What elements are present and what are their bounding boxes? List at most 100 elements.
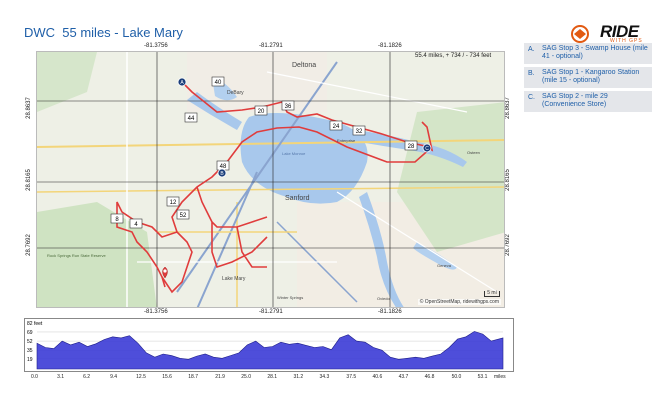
svg-text:C: C: [425, 146, 429, 152]
svg-text:20: 20: [258, 109, 265, 115]
lon-label-bottom-3: -81.1826: [378, 309, 402, 315]
elev-x-tick-label: 28.1: [267, 374, 278, 380]
svg-text:8: 8: [115, 217, 119, 223]
place-label-enterprise: Enterprise: [337, 138, 356, 143]
legend-item-a[interactable]: A. SAG Stop 3 - Swamp House (mile 41 - o…: [524, 43, 652, 64]
elev-y-tick-label: 52: [27, 339, 33, 345]
svg-text:B: B: [220, 171, 224, 177]
marker-b[interactable]: B: [217, 168, 227, 178]
route-line: [116, 81, 434, 294]
elev-x-tick-label: 50.0: [451, 374, 462, 380]
marker-c[interactable]: C: [422, 143, 432, 153]
elev-x-tick-label: 46.8: [424, 374, 435, 380]
legend-text: SAG Stop 3 - Swamp House (mile 41 - opti…: [542, 45, 648, 61]
lon-label-top-1: -81.3756: [144, 43, 168, 49]
scale-bar: 5 mi: [484, 291, 500, 297]
start-pin-icon[interactable]: [162, 266, 168, 279]
logo-text: RIDE: [600, 22, 639, 41]
map-attribution[interactable]: © OpenStreetMap, ridewithgps.com: [417, 299, 501, 305]
svg-text:28: 28: [408, 144, 415, 150]
shield-32: 32: [352, 125, 366, 136]
elev-x-tick-label: 6.2: [83, 374, 91, 380]
elev-x-tick-label: 21.9: [215, 374, 225, 380]
shield-20: 20: [254, 105, 268, 116]
svg-text:40: 40: [215, 80, 222, 86]
elev-x-tick-label: 53.1: [477, 374, 488, 380]
legend-letter: A.: [528, 46, 535, 53]
place-label-winter-springs: Winter Springs: [277, 295, 303, 300]
svg-text:48: 48: [220, 164, 227, 170]
svg-text:24: 24: [333, 124, 340, 130]
svg-text:A: A: [180, 80, 184, 86]
logo-subtext: WITH GPS: [610, 38, 643, 44]
elev-y-tick-label: 69: [27, 330, 33, 336]
svg-text:44: 44: [188, 116, 195, 122]
lat-label-right-1: 28.8637: [504, 97, 511, 119]
elev-x-tick-label: 43.7: [398, 374, 409, 380]
legend-text: SAG Stop 1 - Kangaroo Station (mile 15 -…: [542, 69, 640, 85]
lon-label-bottom-2: -81.2791: [259, 309, 283, 315]
ride-logo-icon: [571, 25, 589, 43]
elev-y-tick-label: 35: [27, 348, 33, 354]
place-label-rock-springs: Rock Springs Run State Reserve: [47, 253, 106, 258]
shield-44: 44: [184, 112, 198, 123]
elev-x-tick-label: 34.3: [319, 374, 330, 380]
legend-letter: B.: [528, 70, 535, 77]
place-label-oviedo: Oviedo: [377, 296, 390, 301]
sag-stop-legend: A. SAG Stop 3 - Swamp House (mile 41 - o…: [524, 43, 652, 115]
lon-label-bottom-1: -81.3756: [144, 309, 168, 315]
elev-x-tick-label: 12.5: [136, 374, 146, 380]
elev-y-tick-label: 19: [27, 357, 33, 363]
elevation-chart: 19 35 52 69 82 feet: [27, 321, 504, 370]
lon-label-top-2: -81.2791: [259, 43, 283, 49]
elev-x-tick-label: 9.4: [110, 374, 118, 380]
elev-x-tick-label: 15.6: [162, 374, 172, 380]
svg-text:32: 32: [356, 129, 363, 135]
lon-label-top-3: -81.1826: [378, 43, 402, 49]
lat-label-left-1: 28.8637: [25, 97, 32, 119]
svg-text:52: 52: [180, 213, 187, 219]
marker-a[interactable]: A: [177, 77, 187, 87]
elev-x-tick-label: 25.0: [241, 374, 252, 380]
elev-x-tick-label: 3.1: [57, 374, 65, 380]
place-label-deltona: Deltona: [292, 62, 316, 69]
place-label-osteen: Osteen: [467, 150, 480, 155]
elev-x-tick-label: 18.7: [188, 374, 199, 380]
elev-x-tick-label: 31.2: [293, 374, 304, 380]
legend-text: SAG Stop 2 - mile 29 (Convenience Store): [542, 93, 608, 109]
map-canvas: 40 44 20 36 24 32 28 48 12 52 8 4 Delton…: [37, 52, 504, 307]
elev-x-tick-label: 40.6: [372, 374, 383, 380]
shield-28: 28: [404, 140, 418, 151]
shield-12: 12: [166, 196, 180, 207]
legend-item-b[interactable]: B. SAG Stop 1 - Kangaroo Station (mile 1…: [524, 67, 652, 88]
route-map[interactable]: 40 44 20 36 24 32 28 48 12 52 8 4 Delton…: [36, 51, 505, 308]
elevation-profile[interactable]: 19 35 52 69 82 feet: [24, 318, 514, 372]
lat-label-right-3: 28.7692: [504, 234, 511, 256]
shield-8: 8: [110, 213, 124, 224]
svg-text:12: 12: [170, 200, 177, 206]
elev-y-label: 82 feet: [27, 321, 43, 327]
elev-x-unit: miles: [494, 374, 506, 380]
place-label-geneva: Geneva: [437, 263, 452, 268]
svg-text:4: 4: [134, 222, 138, 228]
elevation-area: [36, 331, 504, 370]
page-title: DWC 55 miles - Lake Mary: [24, 25, 183, 40]
shield-4: 4: [129, 218, 143, 229]
place-label-lake-monroe: Lake Monroe: [282, 151, 306, 156]
shield-40: 40: [211, 76, 225, 87]
shield-36: 36: [281, 100, 295, 111]
lat-label-right-2: 28.8165: [504, 169, 511, 191]
route-stats: 55.4 miles, + 734 / - 734 feet: [415, 53, 492, 59]
elev-x-tick-label: 37.5: [346, 374, 357, 380]
legend-letter: C.: [528, 94, 535, 101]
lat-label-left-2: 28.8165: [25, 169, 32, 191]
svg-text:36: 36: [285, 104, 292, 110]
place-label-sanford: Sanford: [285, 195, 310, 202]
place-label-lake-mary: Lake Mary: [222, 276, 246, 282]
shield-52: 52: [176, 209, 190, 220]
shield-24: 24: [329, 120, 343, 131]
legend-item-c[interactable]: C. SAG Stop 2 - mile 29 (Convenience Sto…: [524, 91, 652, 112]
lat-label-left-3: 28.7692: [25, 234, 32, 256]
shield-48: 48: [216, 160, 230, 171]
place-label-debary: DeBary: [227, 90, 244, 96]
